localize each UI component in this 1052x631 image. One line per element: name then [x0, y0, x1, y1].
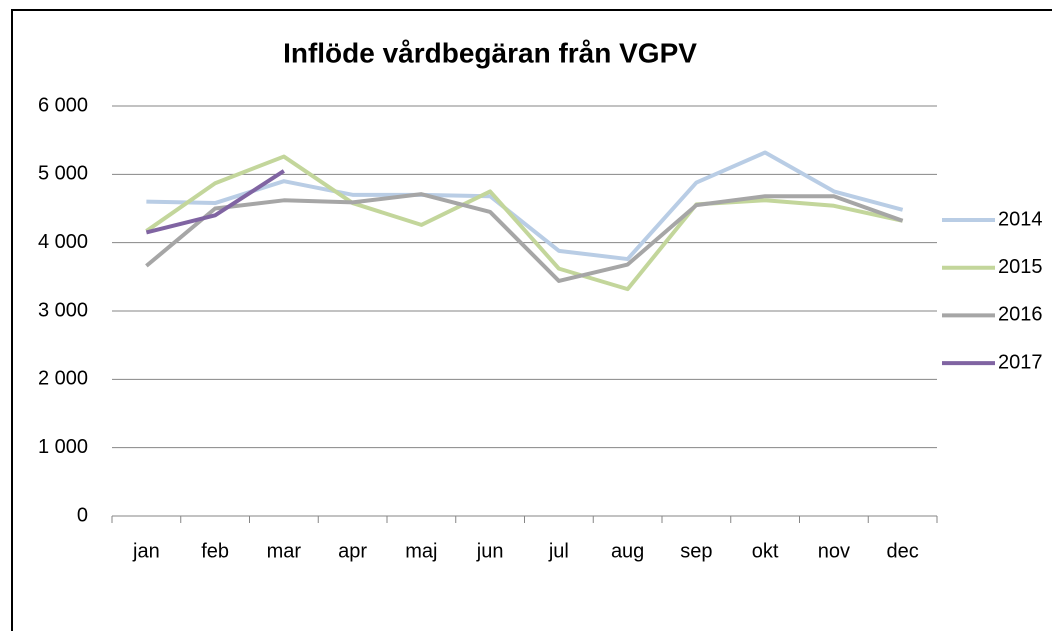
legend-label: 2017: [998, 351, 1043, 373]
y-tick-label: 2 000: [38, 368, 88, 390]
y-tick-label: 6 000: [38, 94, 88, 116]
legend-label: 2016: [998, 304, 1043, 326]
x-tick-label: feb: [201, 540, 229, 562]
x-tick-label: aug: [611, 540, 644, 562]
y-tick-label: 4 000: [38, 231, 88, 253]
y-tick-label: 5 000: [38, 163, 88, 185]
y-tick-label: 3 000: [38, 299, 88, 321]
chart-title: Inflöde vårdbegäran från VGPV: [283, 37, 697, 68]
x-tick-label: nov: [818, 540, 850, 562]
series-line: [145, 192, 904, 283]
series-line: [145, 154, 904, 292]
legend-label: 2015: [998, 256, 1043, 278]
x-tick-label: sep: [680, 540, 712, 562]
chart-frame: [11, 9, 1052, 631]
x-tick-label: mar: [267, 540, 302, 562]
legend-label: 2014: [998, 208, 1043, 230]
x-tick-label: jun: [476, 540, 504, 562]
x-tick-label: apr: [338, 540, 367, 562]
x-tick-label: okt: [752, 540, 779, 562]
series-line: [146, 150, 904, 262]
series-line: [145, 169, 285, 235]
x-tick-label: dec: [887, 540, 919, 562]
x-tick-label: jul: [548, 540, 569, 562]
x-tick-label: maj: [405, 540, 437, 562]
y-tick-label: 0: [77, 504, 88, 526]
x-tick-label: jan: [132, 540, 160, 562]
y-tick-label: 1 000: [38, 436, 88, 458]
